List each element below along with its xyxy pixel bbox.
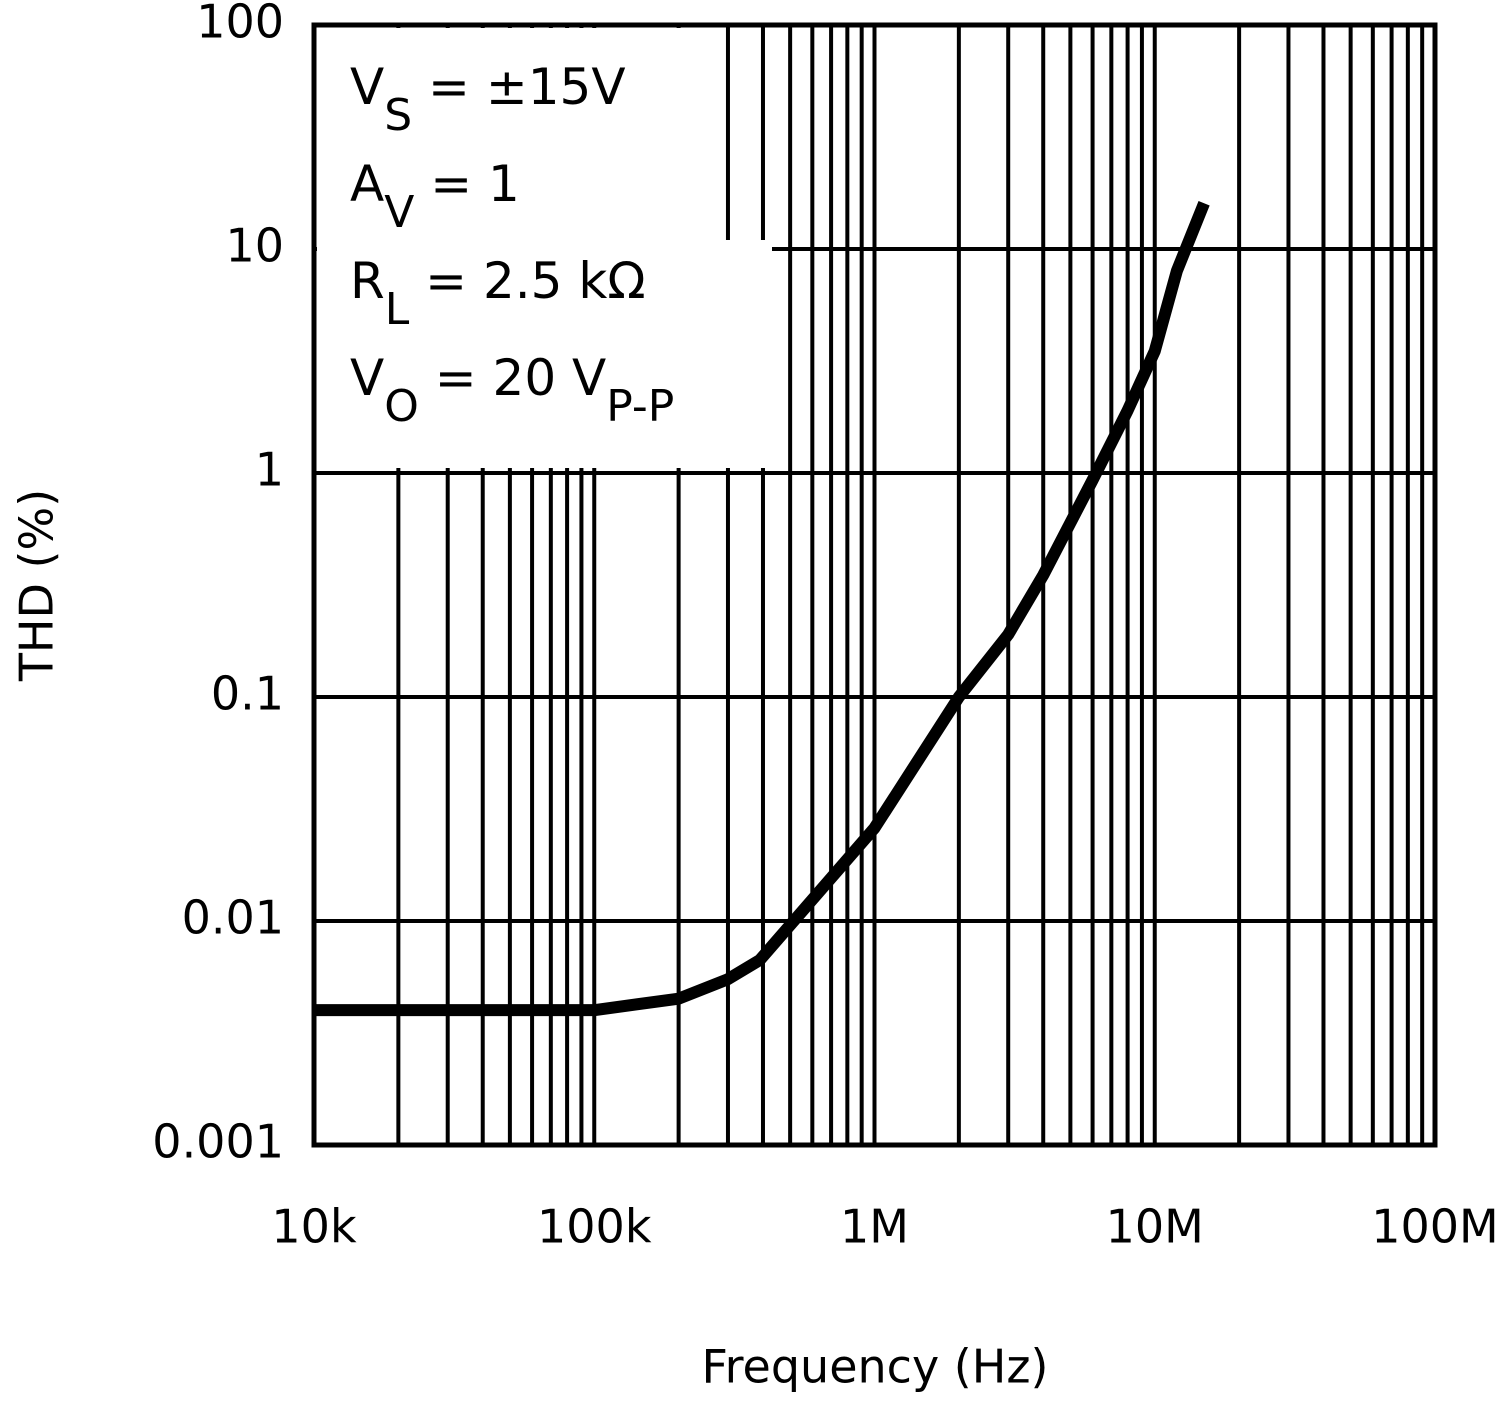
- annotation-text: = 2.5 kΩ: [409, 252, 645, 310]
- y-tick-label: 0.1: [211, 667, 284, 721]
- x-axis-title: Frequency (Hz): [702, 1340, 1049, 1394]
- annotation-text: A: [350, 155, 384, 213]
- annotation-subscript: S: [384, 90, 412, 141]
- x-tick-label: 1M: [840, 1200, 909, 1254]
- annotation: VS = ±15V: [350, 58, 626, 142]
- x-tick-label: 100k: [537, 1200, 652, 1254]
- annotation-subscript: P-P: [606, 381, 674, 432]
- y-tick-label: 1: [255, 443, 284, 497]
- annotation: VO = 20 VP-P: [350, 349, 674, 433]
- y-tick-label: 0.001: [152, 1115, 284, 1169]
- annotation-text: = 1: [414, 155, 520, 213]
- annotation: RL = 2.5 kΩ: [350, 252, 646, 336]
- y-tick-label: 0.01: [182, 891, 284, 945]
- plot-frame: [311, 22, 1438, 1148]
- y-tick-label: 10: [225, 219, 284, 273]
- x-tick-label: 10k: [271, 1200, 357, 1254]
- annotation-text: V: [350, 58, 384, 116]
- annotation-bg: [317, 240, 772, 468]
- annotation-text: R: [350, 252, 385, 310]
- annotation-text: V: [350, 349, 384, 407]
- y-axis-title: THD (%): [10, 489, 64, 682]
- annotation-subscript: L: [385, 284, 410, 335]
- y-tick-label: 100: [196, 0, 284, 49]
- x-tick-label: 10M: [1106, 1200, 1204, 1254]
- annotation: AV = 1: [350, 155, 520, 239]
- data-line: [314, 201, 1210, 1017]
- annotation-subscript: V: [384, 187, 414, 238]
- x-tick-label: 100M: [1371, 1200, 1499, 1254]
- annotation-text: = ±15V: [412, 58, 625, 116]
- annotation-subscript: O: [384, 381, 419, 432]
- annotation-text: = 20 V: [419, 349, 606, 407]
